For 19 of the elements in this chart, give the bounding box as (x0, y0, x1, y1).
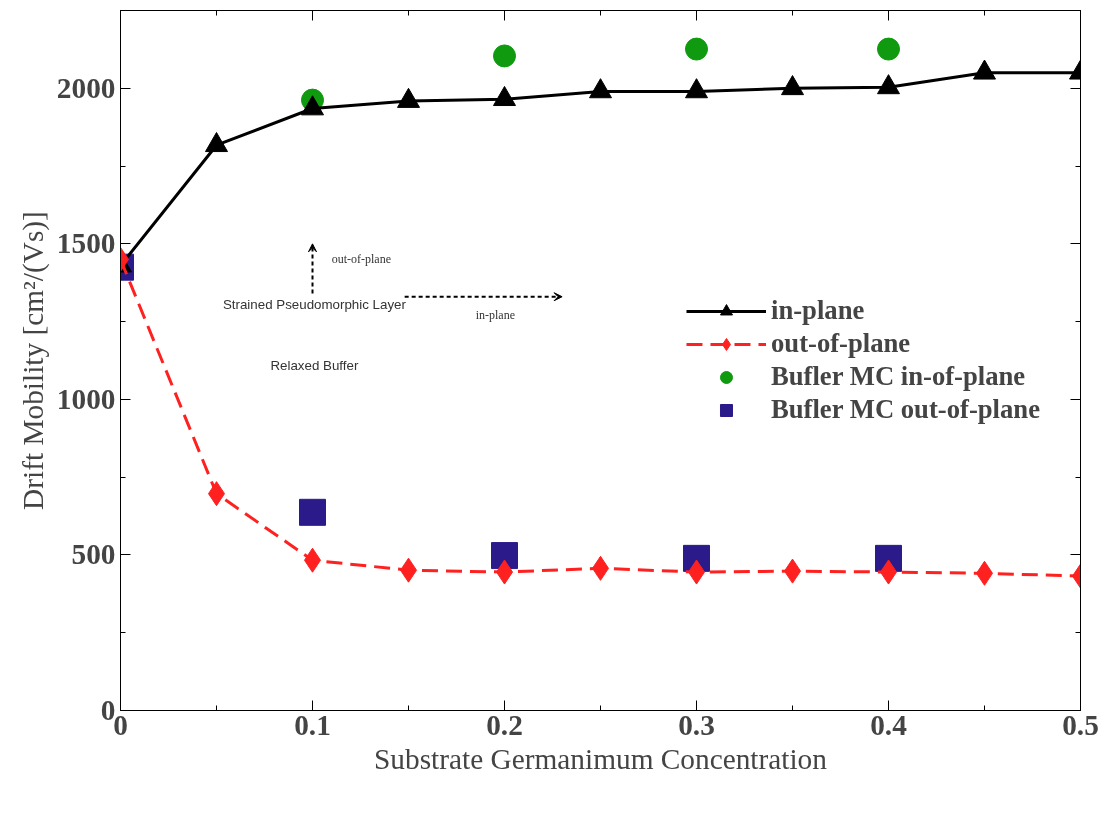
legend-label: out-of-plane (770, 328, 911, 359)
annotation: Relaxed Buffer (270, 357, 359, 373)
annotation: in-plane (475, 308, 516, 323)
x-axis-title: Substrate Germanimum Concentration (374, 742, 828, 775)
legend-label: Bufler MC out-of-plane (770, 394, 1040, 425)
x-tick-label: 0.4 (870, 708, 908, 741)
y-tick-label: 2000 (56, 71, 116, 104)
annotation: Strained Pseudomorphic Layer (222, 297, 407, 312)
y-tick-label: 1500 (56, 227, 116, 260)
x-tick-label: 0.3 (678, 708, 715, 741)
x-tick-label: 0.1 (294, 708, 331, 741)
x-tick-label: 0.2 (486, 708, 523, 741)
y-tick-label: 500 (71, 538, 116, 571)
legend-label: Bufler MC in-of-plane (770, 361, 1026, 392)
annotation: out-of-plane (331, 252, 392, 267)
y-tick-label: 1000 (56, 382, 116, 415)
x-tick-label: 0.5 (1062, 708, 1099, 741)
legend-label: in-plane (770, 295, 865, 326)
y-axis-title: Drift Mobility [cm²/(Vs)] (16, 211, 50, 510)
